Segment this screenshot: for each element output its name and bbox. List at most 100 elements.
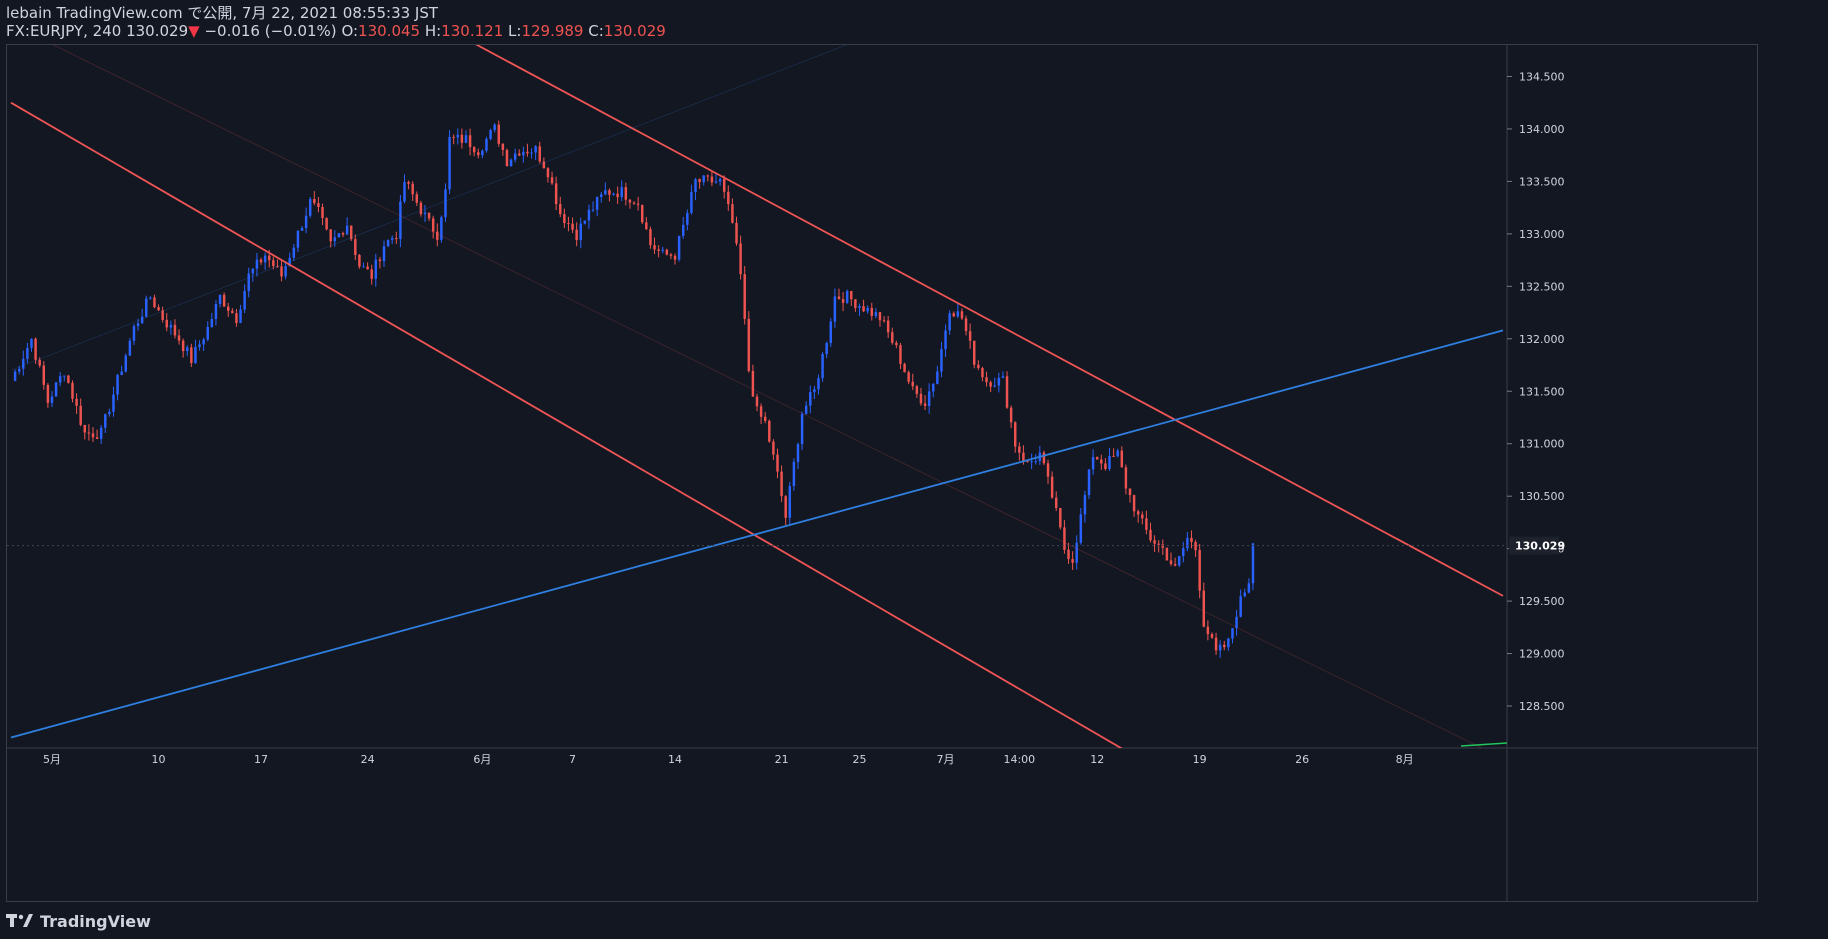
candle-body bbox=[845, 291, 849, 303]
candle-body bbox=[747, 318, 751, 372]
candle-body bbox=[698, 179, 701, 182]
price-chart[interactable]: 128.500129.000129.500130.000130.500131.0… bbox=[7, 45, 1757, 901]
candle-body bbox=[919, 393, 923, 404]
candle-body bbox=[99, 427, 103, 439]
candle-body bbox=[595, 196, 599, 210]
publish-info: lebain TradingView.com で公開, 7月 22, 2021 … bbox=[6, 4, 439, 22]
candle-body bbox=[423, 212, 427, 215]
candle-body bbox=[899, 345, 902, 364]
candle-body bbox=[91, 433, 95, 438]
candle-body bbox=[1030, 461, 1033, 463]
candle-body bbox=[870, 307, 873, 316]
candle-body bbox=[1247, 583, 1251, 593]
candle-body bbox=[472, 147, 476, 153]
candle-body bbox=[1141, 514, 1144, 519]
low-value: 129.989 bbox=[521, 22, 584, 40]
candle-body bbox=[42, 365, 46, 385]
candle-body bbox=[382, 246, 386, 262]
candle-body bbox=[751, 371, 755, 397]
candle-body bbox=[735, 222, 738, 244]
symbol-info-row: FX:EURJPY, 240 130.029▼ −0.016 (−0.01%) … bbox=[6, 22, 666, 40]
candle-body bbox=[686, 212, 689, 225]
candle-body bbox=[222, 294, 226, 307]
x-tick-label: 19 bbox=[1193, 753, 1207, 766]
candle-body bbox=[1100, 459, 1103, 464]
candle-body bbox=[784, 496, 787, 518]
candle-body bbox=[554, 183, 558, 205]
candle-body bbox=[202, 339, 205, 345]
candle-body bbox=[1198, 550, 1201, 591]
candle-body bbox=[829, 321, 833, 343]
trend-line bbox=[10, 101, 1123, 748]
candle-body bbox=[1001, 376, 1005, 378]
candle-body bbox=[419, 202, 423, 215]
candle-body bbox=[34, 338, 37, 360]
candle-body bbox=[1075, 542, 1078, 563]
y-tick-label: 134.500 bbox=[1519, 70, 1565, 83]
candle-body bbox=[1063, 527, 1066, 550]
candle-body bbox=[977, 364, 980, 368]
candle-body bbox=[1059, 508, 1062, 528]
candle-body bbox=[550, 177, 554, 184]
candle-body bbox=[522, 151, 525, 156]
candle-body bbox=[30, 338, 33, 348]
candle-body bbox=[1231, 628, 1234, 639]
candle-body bbox=[1054, 497, 1058, 509]
candle-body bbox=[329, 229, 332, 242]
candle-body bbox=[636, 203, 640, 205]
candle-body bbox=[321, 206, 324, 218]
candle-body bbox=[722, 178, 726, 192]
candle-body bbox=[411, 183, 414, 195]
candle-body bbox=[563, 214, 566, 224]
candle-body bbox=[997, 377, 1001, 386]
close-label: C: bbox=[588, 22, 604, 40]
candle-body bbox=[1071, 559, 1074, 563]
candle-body bbox=[317, 203, 320, 207]
candle-body bbox=[1124, 467, 1128, 489]
candle-body bbox=[378, 259, 382, 262]
candle-body bbox=[349, 225, 353, 240]
candle-body bbox=[518, 153, 521, 156]
candle-body bbox=[1095, 457, 1099, 460]
candle-body bbox=[22, 358, 25, 369]
candle-body bbox=[624, 187, 628, 200]
candle-body bbox=[612, 193, 615, 195]
candle-body bbox=[296, 230, 300, 248]
candle-body bbox=[567, 223, 570, 225]
candle-body bbox=[1079, 514, 1083, 543]
current-price-badge bbox=[1509, 536, 1559, 555]
candle-body bbox=[804, 405, 808, 414]
candle-body bbox=[206, 327, 209, 340]
candle-body bbox=[907, 372, 910, 382]
candle-body bbox=[1194, 542, 1197, 551]
brand-name: TradingView bbox=[40, 911, 151, 931]
candle-body bbox=[973, 340, 976, 365]
candle-body bbox=[509, 159, 513, 167]
current-price-label: 130.029 bbox=[1515, 540, 1565, 553]
candle-body bbox=[177, 335, 181, 341]
candle-body bbox=[1120, 450, 1124, 468]
candle-body bbox=[1251, 543, 1255, 584]
chart-frame[interactable]: 128.500129.000129.500130.000130.500131.0… bbox=[6, 44, 1758, 902]
y-tick-label: 133.000 bbox=[1519, 228, 1565, 241]
y-tick-label: 130.500 bbox=[1519, 490, 1565, 503]
candle-body bbox=[468, 135, 472, 148]
candle-body bbox=[194, 347, 197, 364]
candle-body bbox=[866, 307, 869, 312]
candle-body bbox=[665, 249, 669, 255]
x-tick-label: 14 bbox=[668, 753, 682, 766]
candle-body bbox=[616, 193, 619, 198]
candle-body bbox=[850, 291, 853, 300]
candle-body bbox=[354, 239, 357, 255]
candle-body bbox=[677, 235, 681, 260]
candle-body bbox=[284, 266, 287, 277]
candle-body bbox=[534, 146, 537, 153]
candle-body bbox=[1132, 495, 1136, 512]
candle-body bbox=[759, 406, 763, 417]
x-tick-label: 7 bbox=[569, 753, 576, 766]
candle-body bbox=[1145, 518, 1148, 530]
candle-body bbox=[710, 176, 714, 183]
down-arrow-icon: ▼ bbox=[188, 22, 200, 40]
candle-body bbox=[247, 273, 250, 291]
candle-body bbox=[1157, 543, 1160, 545]
